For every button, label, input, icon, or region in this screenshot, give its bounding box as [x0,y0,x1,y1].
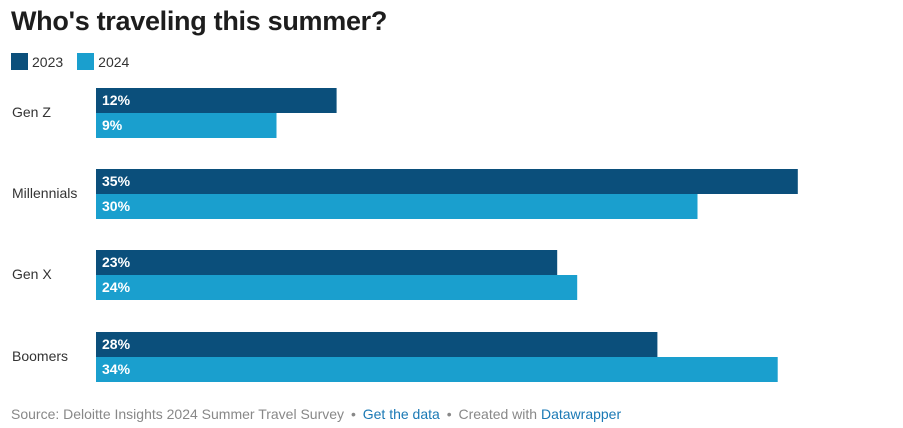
category-label: Millennials [12,185,77,201]
bar-2024 [96,194,698,219]
category-label: Gen X [12,266,52,282]
created-with-text: Created with [458,406,538,422]
footer-separator: • [350,406,356,422]
data-label: 9% [102,117,123,133]
data-label: 35% [102,173,131,189]
data-label: 23% [102,254,131,270]
chart-title: Who's traveling this summer? [11,6,388,36]
bar-2023 [96,332,658,357]
bar-chart: Gen Z 12% 9% Millennials 35% 30% Gen X 23% 24% Bo… [12,88,798,382]
legend-label-2024: 2024 [98,53,130,70]
category-label: Gen Z [12,104,51,120]
category-label: Boomers [12,348,68,364]
legend: 2023 2024 [11,53,143,70]
datawrapper-link[interactable]: Datawrapper [540,406,622,422]
footer-separator: • [446,406,452,422]
bar-2024 [96,275,578,300]
data-label: 30% [102,198,131,214]
bar-2023 [96,250,558,275]
legend-item-2023: 2023 [11,53,63,70]
data-label: 12% [102,92,131,108]
bar-2023 [96,88,337,113]
get-data-link[interactable]: Get the data [362,406,440,422]
footer: Source: Deloitte Insights 2024 Summer Tr… [11,406,621,422]
data-label: 34% [102,361,131,377]
legend-item-2024: 2024 [77,53,129,70]
legend-swatch-2023 [11,53,28,70]
legend-label-2023: 2023 [32,53,64,70]
data-label: 28% [102,336,131,352]
data-label: 24% [102,279,131,295]
bar-2024 [96,357,778,382]
source-text: Source: Deloitte Insights 2024 Summer Tr… [11,406,345,422]
legend-swatch-2024 [77,53,95,70]
bar-2023 [96,169,798,194]
bar-2024 [96,113,277,138]
